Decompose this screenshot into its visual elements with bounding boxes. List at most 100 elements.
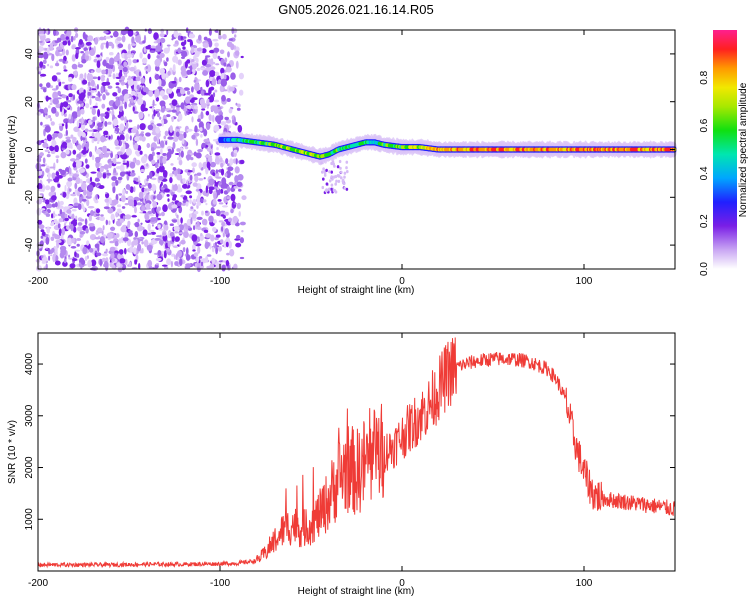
noise-speckle: [189, 152, 195, 156]
noise-speckle: [117, 176, 123, 181]
noise-speckle: [160, 186, 164, 190]
noise-speckle: [158, 213, 162, 217]
noise-speckle: [67, 40, 71, 46]
noise-speckle: [117, 253, 122, 260]
noise-speckle: [103, 164, 109, 170]
noise-speckle: [220, 78, 227, 87]
noise-speckle: [160, 211, 165, 217]
noise-speckle: [89, 49, 96, 56]
noise-speckle: [235, 60, 239, 69]
noise-speckle: [102, 59, 107, 67]
noise-speckle: [61, 141, 68, 150]
noise-speckle: [227, 217, 233, 222]
noise-speckle: [122, 188, 126, 196]
noise-speckle: [176, 148, 181, 152]
noise-speckle: [140, 131, 145, 134]
noise-speckle: [106, 107, 111, 111]
noise-speckle: [208, 144, 212, 148]
ridge-scatter: [338, 159, 342, 164]
spectrogram-xtick-label: -100: [210, 276, 230, 287]
noise-speckle: [112, 185, 116, 194]
noise-speckle: [100, 43, 104, 50]
noise-speckle: [117, 43, 124, 48]
noise-speckle: [155, 263, 159, 266]
noise-speckle: [188, 111, 193, 114]
noise-speckle: [174, 261, 179, 266]
noise-speckle: [206, 242, 211, 247]
noise-speckle: [80, 153, 83, 156]
noise-speckle: [175, 131, 180, 137]
noise-speckle: [123, 160, 126, 164]
noise-speckle: [58, 218, 64, 223]
noise-speckle: [229, 158, 234, 166]
noise-speckle: [210, 161, 216, 168]
noise-speckle: [208, 114, 212, 121]
noise-speckle: [180, 217, 183, 224]
noise-speckle: [221, 95, 226, 102]
noise-speckle: [183, 87, 190, 91]
noise-speckle: [217, 29, 220, 37]
noise-speckle: [180, 65, 186, 73]
noise-speckle: [236, 181, 243, 188]
noise-speckle: [82, 31, 86, 40]
noise-speckle: [36, 111, 41, 116]
noise-speckle: [147, 124, 154, 131]
noise-speckle: [51, 75, 58, 82]
noise-speckle: [166, 194, 170, 197]
noise-speckle: [110, 152, 113, 159]
noise-speckle: [208, 178, 215, 185]
noise-speckle: [52, 253, 57, 257]
noise-speckle: [57, 49, 63, 53]
noise-speckle: [49, 145, 55, 152]
noise-speckle: [55, 239, 62, 244]
noise-speckle: [224, 74, 227, 80]
noise-speckle: [53, 162, 56, 171]
noise-speckle: [172, 167, 177, 171]
noise-speckle: [41, 255, 44, 259]
noise-speckle: [182, 247, 186, 253]
noise-speckle: [215, 169, 218, 174]
noise-speckle: [71, 111, 78, 119]
noise-speckle: [180, 102, 185, 110]
noise-speckle: [46, 134, 53, 142]
noise-speckle: [58, 58, 64, 62]
noise-speckle: [137, 243, 142, 252]
noise-speckle: [191, 86, 194, 93]
noise-speckle: [88, 129, 94, 132]
noise-speckle: [141, 205, 146, 212]
noise-speckle: [51, 53, 55, 62]
ridge-scatter: [321, 170, 324, 174]
noise-speckle: [54, 145, 59, 153]
noise-speckle: [101, 257, 107, 262]
noise-speckle: [46, 154, 51, 158]
spectrogram-ytick-label: -20: [24, 190, 35, 205]
noise-speckle: [212, 92, 216, 98]
noise-speckle: [133, 186, 136, 193]
noise-speckle: [213, 47, 220, 53]
ridge-scatter: [337, 179, 341, 183]
noise-speckle: [128, 187, 131, 191]
noise-speckle: [50, 121, 55, 126]
noise-speckle: [61, 147, 66, 150]
noise-speckle: [201, 142, 206, 148]
noise-speckle: [191, 134, 196, 140]
noise-speckle: [114, 154, 118, 159]
noise-speckle: [126, 54, 133, 58]
noise-speckle: [239, 237, 244, 244]
noise-speckle: [155, 65, 160, 72]
noise-speckle: [114, 241, 119, 247]
noise-speckle: [135, 91, 138, 97]
noise-speckle: [36, 207, 42, 216]
noise-speckle: [171, 99, 178, 106]
noise-speckle: [96, 216, 100, 221]
spectrogram-ytick-label: 20: [24, 96, 35, 108]
noise-speckle: [197, 118, 201, 123]
noise-speckle: [136, 59, 139, 63]
noise-speckle: [156, 38, 161, 44]
noise-speckle: [104, 121, 108, 127]
noise-speckle: [98, 185, 105, 189]
noise-speckle: [198, 34, 202, 41]
noise-speckle: [185, 225, 189, 230]
noise-speckle: [205, 202, 208, 206]
